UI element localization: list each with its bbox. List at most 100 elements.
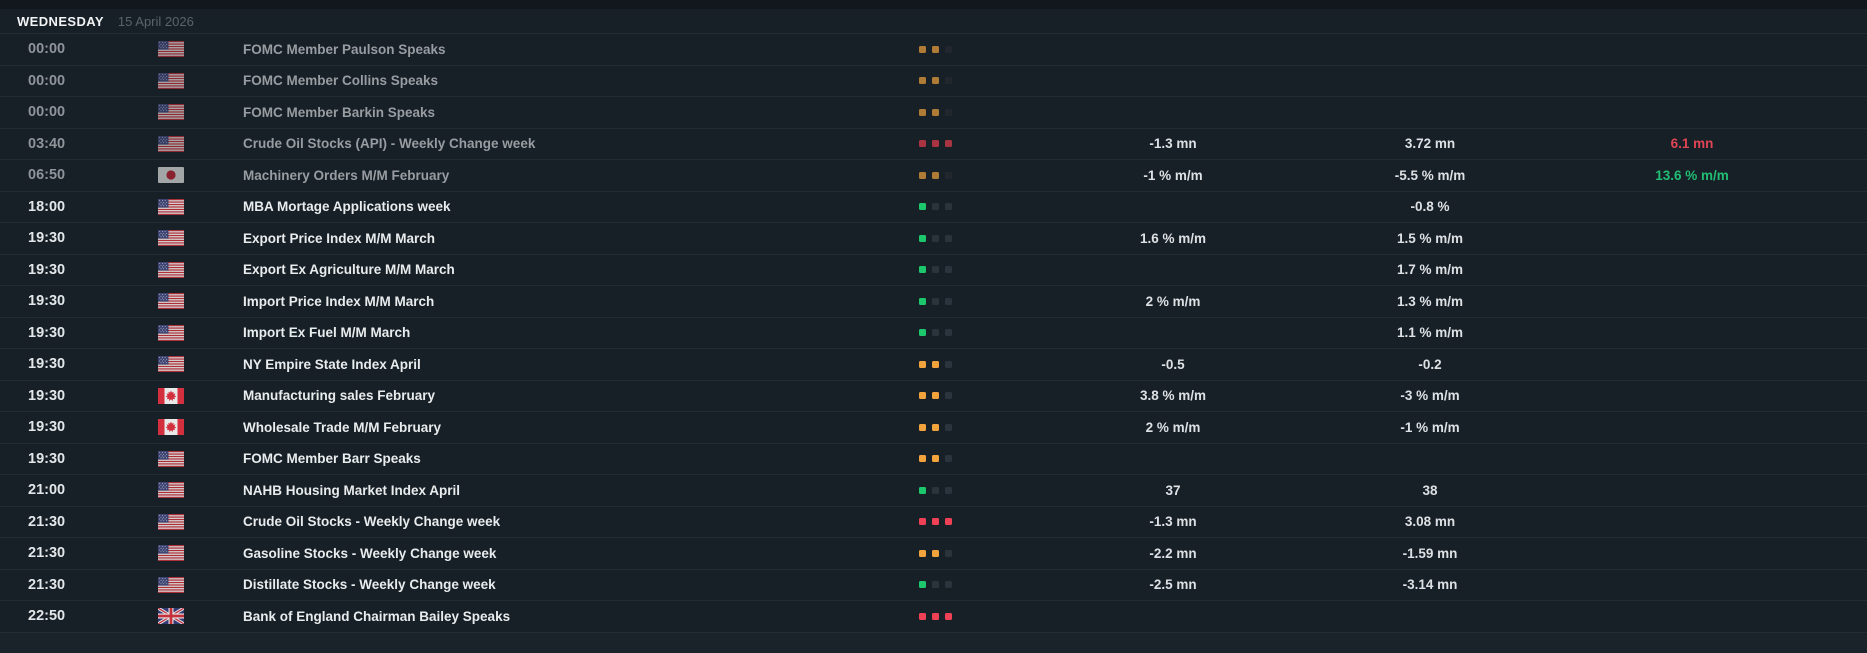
event-row[interactable]: 18:00 MBA Mortage Applications week xyxy=(0,190,1867,223)
economic-calendar: WEDNESDAY 15 April 2026 00:00 FOMC xyxy=(0,9,1867,633)
importance-dot xyxy=(945,234,952,242)
importance-dot xyxy=(919,392,926,400)
importance-dot xyxy=(945,455,952,463)
importance-dot xyxy=(932,77,939,85)
event-time: 19:30 xyxy=(28,387,66,404)
importance-dot xyxy=(945,140,952,148)
event-value-col1: -1.3 mn xyxy=(1149,514,1197,530)
flag-us-icon xyxy=(158,513,243,530)
event-value-col2: -0.2 xyxy=(1418,356,1442,372)
event-title: Bank of England Chairman Bailey Speaks xyxy=(243,608,511,624)
event-time: 18:00 xyxy=(28,198,66,215)
flag-us-icon xyxy=(158,450,243,467)
importance-indicator xyxy=(919,392,1049,400)
event-value-col1: 1.6 % m/m xyxy=(1139,230,1207,246)
flag-us-icon xyxy=(158,261,243,278)
importance-dot xyxy=(945,392,952,400)
event-row[interactable]: 19:30 Manufacturing sales February 3.8 %… xyxy=(0,379,1867,412)
event-time: 22:50 xyxy=(28,608,66,625)
importance-dot xyxy=(932,45,939,53)
event-row[interactable]: 00:00 FOMC Member Barkin Speaks xyxy=(0,96,1867,128)
event-title: NY Empire State Index April xyxy=(243,356,421,372)
importance-dot xyxy=(932,203,939,211)
importance-indicator xyxy=(919,266,1049,274)
event-row[interactable]: 19:30 Import Price Index M/M March xyxy=(0,285,1867,317)
importance-indicator xyxy=(919,297,1049,305)
event-value-col2: 1.5 % m/m xyxy=(1396,230,1464,246)
event-time: 21:00 xyxy=(28,482,66,499)
importance-dot xyxy=(945,203,952,211)
importance-indicator xyxy=(919,329,1049,337)
importance-dot xyxy=(932,266,939,274)
importance-dot xyxy=(945,329,952,337)
importance-indicator xyxy=(919,77,1049,85)
importance-indicator xyxy=(919,203,1049,211)
event-row[interactable]: 19:30 FOMC Member Barr Speaks xyxy=(0,442,1867,475)
event-row[interactable]: 21:00 NAHB Housing Market Index April xyxy=(0,474,1867,506)
importance-dot xyxy=(945,297,952,305)
event-title: NAHB Housing Market Index April xyxy=(243,482,461,498)
importance-dot xyxy=(919,518,926,526)
event-title: Manufacturing sales February xyxy=(243,388,436,404)
event-time: 00:00 xyxy=(28,41,66,58)
event-row[interactable]: 03:40 Crude Oil Stocks (API) - Weekly Ch… xyxy=(0,127,1867,160)
importance-indicator xyxy=(919,612,1049,620)
importance-indicator xyxy=(919,486,1049,494)
page-top-strip xyxy=(0,0,1867,9)
importance-dot xyxy=(919,581,926,589)
flag-jp-icon xyxy=(158,167,243,184)
event-row[interactable]: 06:50 Machinery Orders M/M February -1 %… xyxy=(0,159,1867,191)
event-row[interactable]: 00:00 FOMC Member Paulson Speaks xyxy=(0,33,1867,65)
event-row[interactable]: 21:30 Distillate Stocks - Weekly Change … xyxy=(0,568,1867,601)
event-time: 19:30 xyxy=(28,450,66,467)
importance-indicator xyxy=(919,108,1049,116)
importance-indicator xyxy=(919,234,1049,242)
event-title: FOMC Member Paulson Speaks xyxy=(243,41,446,57)
importance-dot xyxy=(932,612,939,620)
event-value-col1: 3.8 % m/m xyxy=(1139,388,1207,404)
event-time: 19:30 xyxy=(28,293,66,310)
importance-dot xyxy=(919,360,926,368)
event-time: 00:00 xyxy=(28,72,66,89)
event-value-col1: -2.2 mn xyxy=(1149,545,1197,561)
event-title: Export Ex Agriculture M/M March xyxy=(243,262,455,278)
importance-indicator xyxy=(919,423,1049,431)
event-title: Gasoline Stocks - Weekly Change week xyxy=(243,545,497,561)
importance-indicator xyxy=(919,45,1049,53)
importance-dot xyxy=(919,45,926,53)
flag-us-icon xyxy=(158,41,243,58)
event-row[interactable]: 19:30 NY Empire State Index April xyxy=(0,348,1867,380)
importance-dot xyxy=(919,140,926,148)
event-row[interactable]: 19:30 Wholesale Trade M/M February 2 % m… xyxy=(0,411,1867,443)
importance-indicator xyxy=(919,455,1049,463)
importance-dot xyxy=(919,171,926,179)
event-title: FOMC Member Barkin Speaks xyxy=(243,104,436,120)
importance-dot xyxy=(945,549,952,557)
event-value-col3: 6.1 mn xyxy=(1670,136,1714,152)
importance-dot xyxy=(919,234,926,242)
event-row[interactable]: 00:00 FOMC Member Collins Speaks xyxy=(0,64,1867,97)
flag-us-icon xyxy=(158,230,243,247)
importance-dot xyxy=(919,486,926,494)
event-title: Distillate Stocks - Weekly Change week xyxy=(243,577,496,593)
flag-us-icon xyxy=(158,545,243,562)
importance-dot xyxy=(945,171,952,179)
importance-indicator xyxy=(919,518,1049,526)
importance-dot xyxy=(932,518,939,526)
event-row[interactable]: 19:30 Import Ex Fuel M/M March xyxy=(0,316,1867,349)
event-row[interactable]: 19:30 Export Price Index M/M March xyxy=(0,222,1867,254)
event-title: Crude Oil Stocks - Weekly Change week xyxy=(243,514,501,530)
importance-dot xyxy=(945,581,952,589)
event-time: 00:00 xyxy=(28,104,66,121)
event-row[interactable]: 21:30 Gasoline Stocks - Weekly Change we… xyxy=(0,537,1867,569)
flag-us-icon xyxy=(158,104,243,121)
event-time: 21:30 xyxy=(28,545,66,562)
event-row[interactable]: 21:30 Crude Oil Stocks - Weekly Change w… xyxy=(0,505,1867,538)
event-row[interactable]: 19:30 Export Ex Agriculture M/M March xyxy=(0,253,1867,286)
importance-dot xyxy=(919,108,926,116)
importance-dot xyxy=(932,108,939,116)
importance-dot xyxy=(919,612,926,620)
flag-ca-icon xyxy=(158,419,243,436)
event-row[interactable]: 22:50 Bank of England Chairman Bailey Sp… xyxy=(0,600,1867,632)
event-value-col2: 1.7 % m/m xyxy=(1396,262,1464,278)
